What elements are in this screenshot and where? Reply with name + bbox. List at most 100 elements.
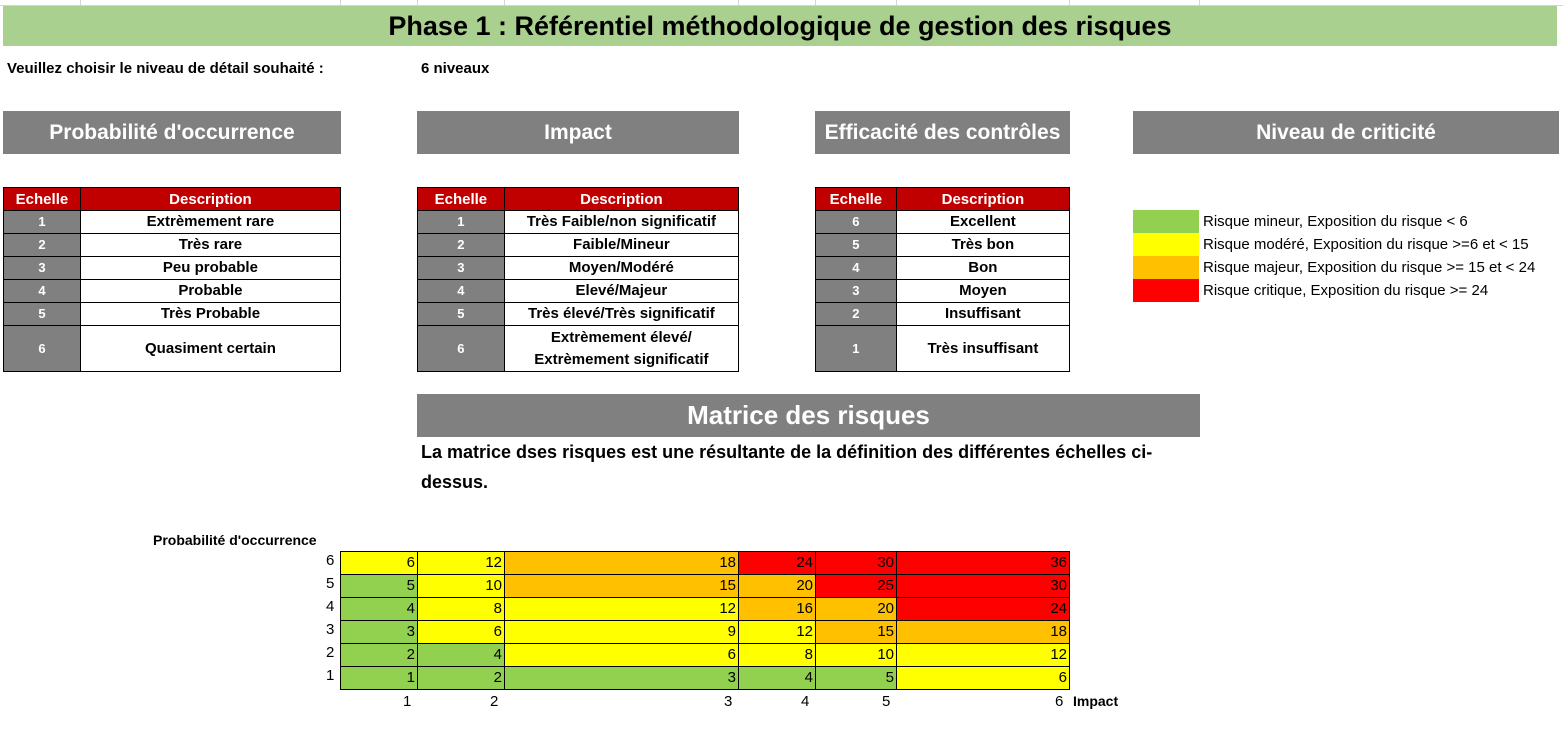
- matrix-row-label: 6: [326, 552, 335, 569]
- sheet-gridlines: [0, 0, 1563, 6]
- matrix-cell: 16: [738, 597, 816, 621]
- detail-level-label: Veuillez choisir le niveau de détail sou…: [7, 60, 324, 77]
- table-row: 2 Faible/Mineur: [417, 233, 740, 257]
- description-cell: Très rare: [79, 233, 342, 257]
- legend-item-major: Risque majeur, Exposition du risque >= 1…: [1133, 256, 1535, 279]
- matrix-cell: 6: [340, 551, 418, 575]
- legend-item-minor: Risque mineur, Exposition du risque < 6: [1133, 210, 1468, 233]
- x-axis-label: Impact: [1073, 693, 1119, 709]
- table-row: 1 Très Faible/non significatif: [417, 210, 740, 234]
- table-row: 5 Très bon: [815, 233, 1071, 257]
- scale-cell: 6: [3, 325, 81, 372]
- matrix-row-label: 1: [326, 667, 335, 684]
- description-cell: Moyen/Modéré: [503, 256, 740, 280]
- matrix-cell: 15: [815, 620, 897, 644]
- scale-cell: 6: [815, 210, 897, 234]
- scale-column-header: Echelle: [815, 187, 897, 211]
- matrix-cell: 10: [417, 574, 505, 598]
- y-axis-label: Probabilité d'occurrence: [153, 532, 317, 548]
- matrix-cell: 12: [504, 597, 739, 621]
- table-row: 1 Très insuffisant: [815, 325, 1071, 372]
- table-row: 3 Peu probable: [3, 256, 342, 280]
- matrix-header: Matrice des risques: [417, 394, 1200, 437]
- matrix-row-label: 5: [326, 575, 335, 592]
- scale-cell: 4: [417, 279, 505, 303]
- description-cell: Quasiment certain: [79, 325, 342, 372]
- scale-cell: 5: [417, 302, 505, 326]
- legend-swatch: [1133, 256, 1199, 279]
- matrix-cell: 8: [417, 597, 505, 621]
- legend-label: Risque majeur, Exposition du risque >= 1…: [1203, 259, 1536, 276]
- table-row: 4 Elevé/Majeur: [417, 279, 740, 303]
- matrix-cell: 36: [896, 551, 1070, 575]
- table-row: 5 Très élevé/Très significatif: [417, 302, 740, 326]
- matrix-cell: 24: [896, 597, 1070, 621]
- legend-swatch: [1133, 210, 1199, 233]
- description-cell: Très insuffisant: [895, 325, 1071, 372]
- matrix-cell: 25: [815, 574, 897, 598]
- matrix-row-label: 4: [326, 598, 335, 615]
- description-cell: Extrèmement élevé/Extrèmement significat…: [503, 325, 740, 372]
- scale-cell: 2: [417, 233, 505, 257]
- description-cell: Insuffisant: [895, 302, 1071, 326]
- matrix-cell: 12: [896, 643, 1070, 667]
- table-row: 6 Extrèmement élevé/Extrèmement significa…: [417, 325, 740, 372]
- matrix-cell: 6: [896, 666, 1070, 690]
- scale-cell: 4: [815, 256, 897, 280]
- description-cell: Faible/Mineur: [503, 233, 740, 257]
- matrix-cell: 30: [896, 574, 1070, 598]
- scale-cell: 2: [3, 233, 81, 257]
- matrix-column-label: 5: [882, 693, 891, 710]
- scale-cell: 1: [815, 325, 897, 372]
- table-row: 2 Insuffisant: [815, 302, 1071, 326]
- matrix-cell: 3: [504, 666, 739, 690]
- impact-table: Echelle Description 1 Très Faible/non sig…: [417, 187, 740, 372]
- scale-cell: 1: [417, 210, 505, 234]
- probability-header: Probabilité d'occurrence: [3, 111, 341, 154]
- description-cell: Probable: [79, 279, 342, 303]
- table-row: 5 Très Probable: [3, 302, 342, 326]
- legend-item-moderate: Risque modéré, Exposition du risque >=6 …: [1133, 233, 1529, 256]
- matrix-cell: 9: [504, 620, 739, 644]
- scale-cell: 3: [815, 279, 897, 303]
- description-column-header: Description: [79, 187, 342, 211]
- description-line-1: Extrèmement élevé/: [550, 328, 692, 346]
- controls-table: Echelle Description 6 Excellent 5 Très bon…: [815, 187, 1071, 372]
- description-cell: Très bon: [895, 233, 1071, 257]
- matrix-cell: 12: [738, 620, 816, 644]
- description-cell: Excellent: [895, 210, 1071, 234]
- description-cell: Très élevé/Très significatif: [503, 302, 740, 326]
- matrix-cell: 3: [340, 620, 418, 644]
- matrix-cell: 2: [417, 666, 505, 690]
- scale-cell: 1: [3, 210, 81, 234]
- table-row: 3 Moyen/Modéré: [417, 256, 740, 280]
- description-column-header: Description: [503, 187, 740, 211]
- table-row: 4 Probable: [3, 279, 342, 303]
- description-line-2: Extrèmement significatif: [534, 350, 709, 368]
- matrix-cell: 24: [738, 551, 816, 575]
- legend-item-critical: Risque critique, Exposition du risque >=…: [1133, 279, 1488, 302]
- legend-label: Risque mineur, Exposition du risque < 6: [1203, 213, 1468, 230]
- matrix-cell: 4: [340, 597, 418, 621]
- matrix-cell: 30: [815, 551, 897, 575]
- legend-swatch: [1133, 279, 1199, 302]
- description-cell: Bon: [895, 256, 1071, 280]
- matrix-cell: 15: [504, 574, 739, 598]
- legend-swatch: [1133, 233, 1199, 256]
- table-row: 6 Excellent: [815, 210, 1071, 234]
- matrix-description-line-1: La matrice dses risques est une résultan…: [421, 442, 1153, 462]
- scale-cell: 5: [815, 233, 897, 257]
- scale-cell: 6: [417, 325, 505, 372]
- matrix-column-label: 4: [801, 693, 810, 710]
- detail-level-select[interactable]: 6 niveaux: [421, 60, 490, 77]
- scale-cell: 4: [3, 279, 81, 303]
- legend-label: Risque modéré, Exposition du risque >=6 …: [1203, 236, 1529, 253]
- impact-header: Impact: [417, 111, 739, 154]
- table-row: 3 Moyen: [815, 279, 1071, 303]
- scale-column-header: Echelle: [417, 187, 505, 211]
- table-row: 4 Bon: [815, 256, 1071, 280]
- matrix-description: La matrice dses risques est une résultan…: [421, 437, 1211, 497]
- matrix-cell: 5: [340, 574, 418, 598]
- matrix-cell: 6: [417, 620, 505, 644]
